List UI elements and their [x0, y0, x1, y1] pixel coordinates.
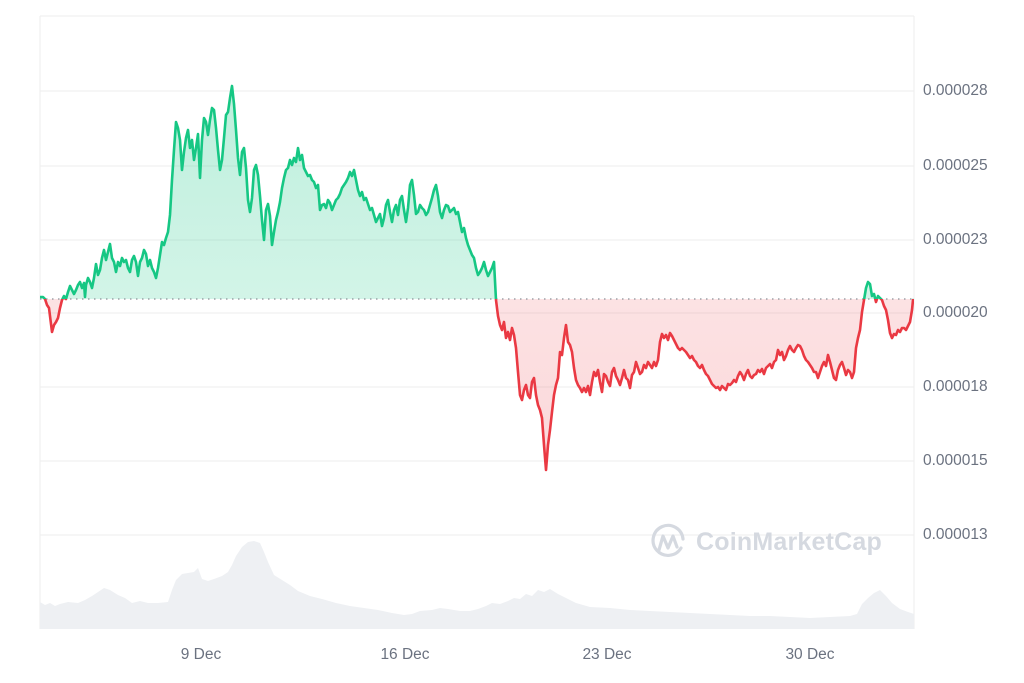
x-axis-label: 9 Dec	[180, 646, 222, 663]
price-up-fill	[40, 86, 913, 299]
y-axis-label: 0.000013	[923, 526, 988, 543]
y-axis-label: 0.000028	[923, 82, 988, 99]
chart-frame	[39, 15, 915, 629]
x-axis-label: 23 Dec	[582, 646, 632, 663]
volume-area	[40, 541, 914, 629]
price-down-fill	[40, 299, 913, 470]
price-line-down	[43, 299, 914, 472]
y-axis-label: 0.000015	[923, 452, 988, 469]
coinmarketcap-watermark: CoinMarketCap	[648, 522, 882, 562]
y-axis-label: 0.000025	[923, 157, 988, 174]
y-axis-label: 0.000020	[923, 304, 988, 321]
price-line-up	[40, 84, 914, 299]
coinmarketcap-logo-icon	[651, 523, 685, 557]
watermark-text: CoinMarketCap	[696, 527, 882, 556]
y-axis-label: 0.000018	[923, 378, 988, 395]
y-axis-label: 0.000023	[923, 231, 988, 248]
x-axis-label: 16 Dec	[380, 646, 430, 663]
x-axis-label: 30 Dec	[785, 646, 835, 663]
